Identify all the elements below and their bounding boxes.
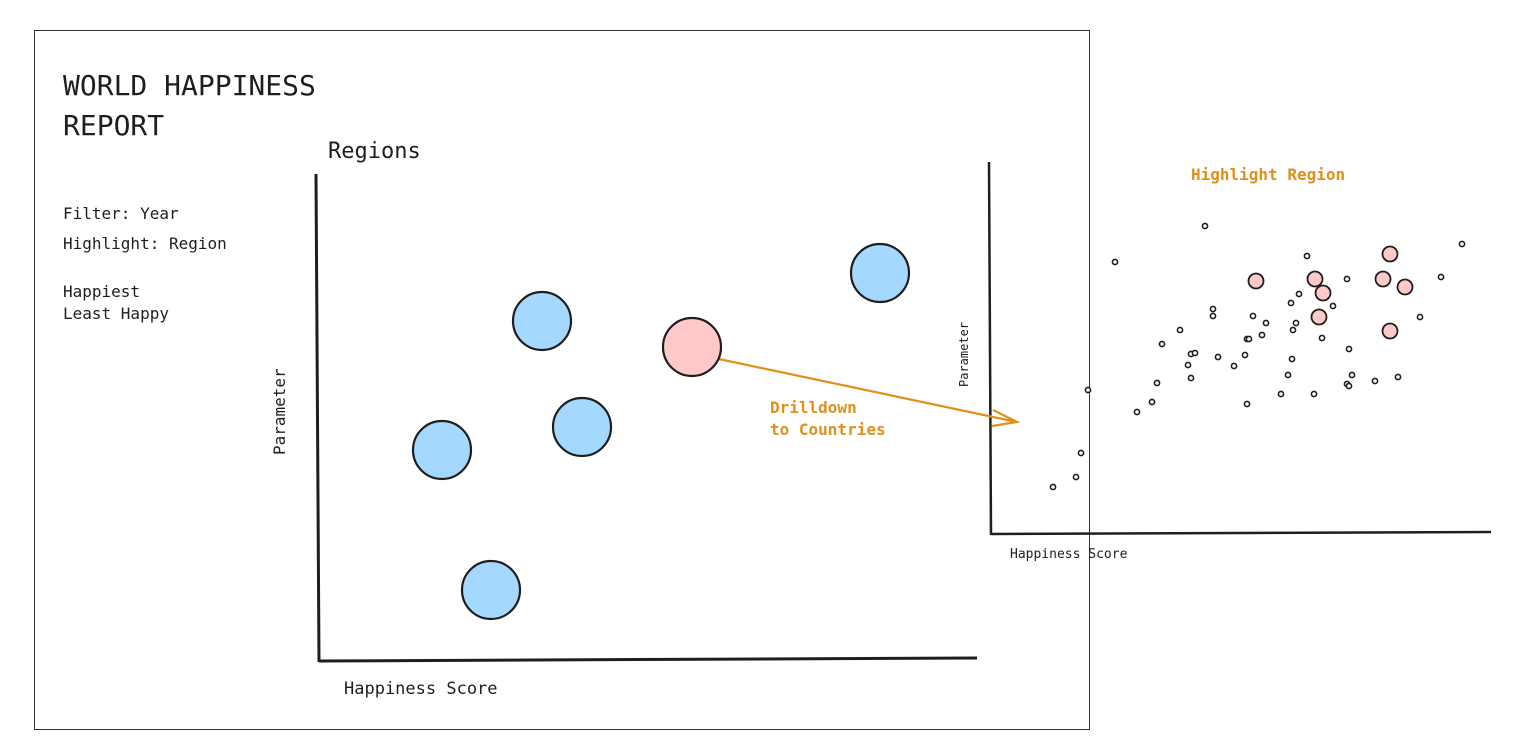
country-dot[interactable] bbox=[1201, 222, 1209, 230]
country-dot[interactable] bbox=[1077, 449, 1085, 457]
country-dot[interactable] bbox=[1394, 373, 1402, 381]
country-dot-highlighted[interactable] bbox=[1381, 322, 1399, 340]
country-dot-highlighted[interactable] bbox=[1247, 272, 1265, 290]
country-dot[interactable] bbox=[1371, 377, 1379, 385]
region-bubble[interactable] bbox=[411, 419, 473, 481]
country-dot[interactable] bbox=[1416, 313, 1424, 321]
drilldown-arrow bbox=[699, 353, 1021, 428]
country-dot[interactable] bbox=[1243, 400, 1251, 408]
report-title: WORLD HAPPINESS REPORT bbox=[63, 69, 316, 142]
country-dot[interactable] bbox=[1176, 326, 1184, 334]
country-dot[interactable] bbox=[1289, 326, 1297, 334]
country-dot[interactable] bbox=[1318, 334, 1326, 342]
country-dot[interactable] bbox=[1245, 335, 1253, 343]
country-dot[interactable] bbox=[1345, 345, 1353, 353]
region-bubble-highlighted[interactable] bbox=[661, 316, 723, 378]
country-dot-highlighted[interactable] bbox=[1381, 245, 1399, 263]
country-dot[interactable] bbox=[1303, 252, 1311, 260]
country-dot[interactable] bbox=[1288, 355, 1296, 363]
country-dot[interactable] bbox=[1343, 275, 1351, 283]
country-dot[interactable] bbox=[1230, 362, 1238, 370]
country-dot-highlighted[interactable] bbox=[1374, 270, 1392, 288]
country-dot[interactable] bbox=[1148, 398, 1156, 406]
country-dot[interactable] bbox=[1437, 273, 1445, 281]
country-dot[interactable] bbox=[1277, 390, 1285, 398]
country-dot[interactable] bbox=[1111, 258, 1119, 266]
countries-chart-title: Highlight Region bbox=[1191, 165, 1346, 184]
country-dot[interactable] bbox=[1345, 382, 1353, 390]
region-bubble[interactable] bbox=[849, 242, 911, 304]
happiest-option[interactable]: Happiest bbox=[63, 282, 141, 301]
country-dot[interactable] bbox=[1209, 305, 1217, 313]
country-dot[interactable] bbox=[1249, 312, 1257, 320]
country-dot[interactable] bbox=[1133, 408, 1141, 416]
country-dot[interactable] bbox=[1158, 340, 1166, 348]
country-dot[interactable] bbox=[1241, 351, 1249, 359]
country-dot[interactable] bbox=[1329, 302, 1337, 310]
country-dot[interactable] bbox=[1184, 361, 1192, 369]
country-dot[interactable] bbox=[1284, 371, 1292, 379]
country-dot[interactable] bbox=[1292, 319, 1300, 327]
country-dot[interactable] bbox=[1153, 379, 1161, 387]
country-dot[interactable] bbox=[1084, 386, 1092, 394]
country-dot[interactable] bbox=[1348, 371, 1356, 379]
countries-x-label: Happiness Score bbox=[1010, 547, 1128, 562]
country-dot[interactable] bbox=[1049, 483, 1057, 491]
region-bubble[interactable] bbox=[551, 396, 613, 458]
country-dot-highlighted[interactable] bbox=[1314, 284, 1332, 302]
report-frame bbox=[34, 30, 1090, 730]
country-dot[interactable] bbox=[1262, 319, 1270, 327]
countries-x-axis bbox=[990, 530, 1492, 536]
country-dot[interactable] bbox=[1214, 353, 1222, 361]
countries-y-axis bbox=[987, 161, 993, 536]
highlight-region[interactable]: Highlight: Region bbox=[63, 234, 227, 253]
country-dot-highlighted[interactable] bbox=[1306, 270, 1324, 288]
region-bubble[interactable] bbox=[511, 290, 573, 352]
country-dot[interactable] bbox=[1187, 374, 1195, 382]
country-dot-highlighted[interactable] bbox=[1396, 278, 1414, 296]
regions-y-axis bbox=[314, 173, 321, 663]
country-dot[interactable] bbox=[1310, 390, 1318, 398]
filter-year[interactable]: Filter: Year bbox=[63, 204, 179, 223]
least-happy-option[interactable]: Least Happy bbox=[63, 304, 169, 323]
drilldown-annotation: Drilldown to Countries bbox=[770, 398, 886, 439]
country-dot[interactable] bbox=[1458, 240, 1466, 248]
regions-x-axis bbox=[318, 656, 978, 663]
regions-chart-title: Regions bbox=[328, 139, 421, 164]
country-dot[interactable] bbox=[1295, 290, 1303, 298]
country-dot[interactable] bbox=[1209, 312, 1217, 320]
country-dot-highlighted[interactable] bbox=[1310, 308, 1328, 326]
country-dot[interactable] bbox=[1258, 331, 1266, 339]
regions-x-label: Happiness Score bbox=[344, 679, 498, 699]
country-dot[interactable] bbox=[1191, 349, 1199, 357]
country-dot[interactable] bbox=[1287, 299, 1295, 307]
country-dot[interactable] bbox=[1072, 473, 1080, 481]
region-bubble[interactable] bbox=[460, 559, 522, 621]
